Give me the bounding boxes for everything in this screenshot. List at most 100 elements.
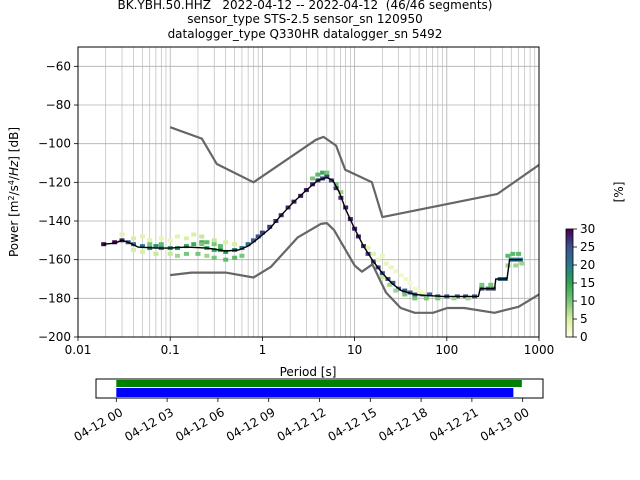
colorbar-tick-label: 5 (580, 312, 588, 326)
y-tick-label: −140 (38, 214, 71, 228)
density-cell (435, 296, 441, 301)
density-cell (211, 242, 217, 247)
density-cell (232, 242, 238, 247)
density-cell (199, 242, 205, 247)
density-cell (259, 230, 265, 235)
timeline-tick-label: 04-12 03 (122, 405, 176, 444)
density-cell (158, 236, 164, 241)
colorbar-tick-label: 25 (580, 240, 595, 254)
density-cell (211, 238, 217, 243)
density-cell (153, 244, 159, 249)
density-cell (516, 251, 522, 256)
colorbar-tick-label: 15 (580, 276, 595, 290)
density-cell (505, 263, 511, 268)
density-cell (479, 282, 485, 287)
density-cell (167, 238, 173, 243)
density-cell (315, 172, 321, 177)
density-cell (451, 296, 457, 301)
density-cell (365, 246, 371, 251)
density-cell (204, 253, 210, 258)
mode-line (103, 176, 522, 298)
density-cell (402, 288, 408, 293)
density-cell (183, 251, 189, 256)
timeline-tick-label: 04-12 00 (71, 405, 125, 444)
timeline-bar-psd (116, 388, 514, 397)
density-cell (195, 251, 201, 256)
density-cell (420, 290, 426, 295)
colorbar-tick-label: 10 (580, 294, 595, 308)
density-cell (370, 251, 376, 256)
density-cell (423, 296, 429, 301)
plot-frame (77, 46, 540, 338)
x-tick-label: 100 (435, 343, 458, 357)
density-cell (393, 269, 399, 274)
density-cell (519, 261, 525, 266)
x-tick-label: 0.01 (65, 343, 92, 357)
density-cell (250, 238, 256, 243)
density-cell (310, 176, 316, 181)
density-cell (407, 280, 413, 285)
y-tick-label: −60 (46, 59, 71, 73)
density-cell (199, 234, 205, 239)
density-cell (211, 255, 217, 260)
density-cell (412, 296, 418, 301)
colorbar: [%] 0 5 10 15 20 25 30 (565, 182, 626, 344)
density-cell (211, 248, 217, 252)
x-tick-label: 1000 (524, 343, 555, 357)
density-cell (513, 263, 519, 268)
y-tick-label: −120 (38, 175, 71, 189)
colorbar-tick-label: 0 (580, 330, 588, 344)
reference-low-line (170, 222, 539, 314)
density-cell (131, 248, 137, 252)
density-cell (320, 170, 326, 175)
density-cell (139, 249, 145, 254)
density-cell (183, 236, 189, 241)
density-cell (379, 253, 385, 258)
density-cell (488, 282, 494, 287)
density-cell (119, 232, 125, 237)
density-cell (398, 273, 404, 278)
psd-density-heatmap (101, 170, 525, 301)
density-cell (388, 265, 394, 270)
density-cell (255, 234, 261, 239)
density-cell (338, 190, 344, 194)
y-tick-label: −100 (38, 137, 71, 151)
density-cell (375, 257, 381, 262)
density-cell (333, 186, 339, 191)
density-cell (175, 253, 181, 258)
colorbar-tick-label: 20 (580, 258, 595, 272)
density-cell (324, 174, 330, 179)
chart-title-line-3: datalogger_type Q330HR datalogger_sn 549… (167, 27, 443, 41)
density-cell (416, 288, 422, 293)
density-cell (427, 292, 433, 297)
density-cell (387, 282, 393, 287)
density-cell (191, 232, 197, 237)
y-tick-label: −160 (38, 253, 71, 267)
density-cell (191, 242, 197, 247)
x-tick-label: 1 (259, 343, 267, 357)
density-cell (217, 244, 223, 249)
axes: 0.01 0.1 1 10 100 1000 −200 −180 −160 −140 −120 −10… (38, 59, 554, 357)
density-cell (267, 224, 273, 229)
timeline-tick-label: 04-12 21 (427, 405, 481, 444)
density-cell (158, 242, 164, 247)
timeline-tick-label: 04-12 15 (325, 405, 379, 444)
colorbar-tick-label: 30 (580, 222, 595, 236)
y-tick-label: −80 (46, 98, 71, 112)
density-cell (402, 292, 408, 297)
density-cell (412, 286, 418, 291)
density-cell (232, 255, 238, 260)
density-cell (390, 280, 396, 285)
density-cell (112, 240, 118, 245)
timeline-tick-label: 04-13 00 (478, 405, 532, 444)
timeline-tick-label: 04-12 12 (275, 405, 329, 444)
density-cell (379, 275, 385, 280)
chart-title-line-2: sensor_type STS-2.5 sensor_sn 120950 (187, 12, 423, 26)
x-tick-label: 10 (347, 343, 362, 357)
density-cell (223, 249, 229, 254)
density-cell (510, 251, 516, 256)
density-cell (147, 238, 153, 243)
y-tick-label: −180 (38, 291, 71, 305)
